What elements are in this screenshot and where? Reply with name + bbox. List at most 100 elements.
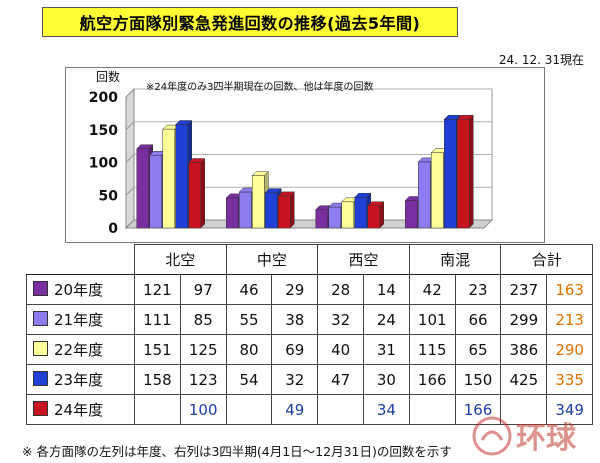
table-cell: 299: [500, 304, 548, 335]
table-cell: [134, 394, 181, 425]
bar: [162, 128, 175, 229]
bar: [175, 124, 188, 229]
legend-swatch: [33, 311, 48, 326]
row-label: 23年度: [26, 364, 135, 395]
legend-swatch: [33, 371, 48, 386]
watermark-text: 环球: [516, 421, 577, 456]
bar-chart: 0 50 100 150 200 回数 ※24年度のみ3四半期現在の回数、他は年度の回数: [65, 67, 545, 243]
table-cell: 55: [225, 304, 273, 335]
row-label: 24年度: [26, 394, 135, 425]
y-tick-label: 150: [89, 123, 118, 139]
table-cell: 65: [454, 334, 502, 365]
bar-top: [354, 192, 372, 198]
bar: [239, 191, 252, 229]
table-row: 20年度 121 97 46 29 28 14 42 23 237 163: [26, 274, 594, 305]
table-cell: 100: [179, 394, 227, 425]
table-row: 23年度 158 123 54 32 47 30 166 150 425 335: [26, 364, 594, 395]
table-cell: 335: [546, 364, 594, 395]
bar: [341, 201, 354, 229]
gridline-side: [125, 186, 135, 196]
bar: [367, 205, 380, 229]
table-cell: 29: [271, 274, 319, 305]
bar-top: [443, 115, 461, 120]
bar-top: [175, 120, 193, 125]
title-text: 航空方面隊別緊急発進回数の推移(過去5年間): [79, 14, 421, 33]
bar-side: [469, 114, 474, 229]
row-label: 22年度: [26, 334, 135, 365]
table-cell: 23: [454, 274, 502, 305]
table-cell: 425: [500, 364, 548, 395]
header-cell: 中空: [225, 244, 319, 275]
row-label: 21年度: [26, 304, 135, 335]
bar-top: [251, 171, 269, 176]
bar: [431, 152, 444, 229]
table-cell: [317, 394, 365, 425]
table-cell: 42: [408, 274, 456, 305]
table-cell: 166: [454, 394, 502, 425]
table-cell: 34: [363, 394, 410, 425]
legend-swatch: [33, 401, 48, 416]
gridline-side: [125, 121, 135, 131]
table-cell: 290: [546, 334, 594, 365]
row-label-text: 20年度: [54, 281, 104, 299]
y-tick-label: 200: [89, 90, 118, 106]
table-row: 24年度 100 49 34 166 349: [26, 394, 594, 425]
table-cell: 24: [363, 304, 410, 335]
table-cell: 158: [134, 364, 181, 395]
table-cell: 66: [454, 304, 502, 335]
table-cell: 69: [271, 334, 319, 365]
table-cell: 97: [179, 274, 227, 305]
header-cell: 南混: [408, 244, 502, 275]
table-cell: [408, 394, 456, 425]
table-cell: 111: [134, 304, 181, 335]
gridline-side: [125, 88, 135, 98]
table-cell: 31: [363, 334, 410, 365]
row-label-text: 21年度: [54, 311, 104, 329]
table-cell: 49: [271, 394, 319, 425]
bar-side: [290, 191, 295, 229]
table-cell: 151: [134, 334, 181, 365]
table-cell: 80: [225, 334, 273, 365]
table-cell: 85: [179, 304, 227, 335]
table-cell: 101: [408, 304, 456, 335]
table-cell: 163: [546, 274, 594, 305]
table-row: 22年度 151 125 80 69 40 31 115 65 386 290: [26, 334, 594, 365]
gridline-side: [125, 154, 135, 163]
bar-top: [367, 201, 385, 206]
y-tick-label: 100: [89, 156, 118, 172]
page-title: 航空方面隊別緊急発進回数の推移(過去5年間): [42, 7, 458, 37]
row-label-text: 24年度: [54, 401, 104, 419]
table-cell: 32: [271, 364, 319, 395]
table-cell: 125: [179, 334, 227, 365]
y-tick-label: 50: [99, 188, 119, 204]
bar: [354, 196, 367, 229]
bar-top: [264, 188, 282, 193]
table-cell: 349: [546, 394, 594, 425]
table-cell: 46: [225, 274, 273, 305]
bar-side: [200, 157, 205, 229]
legend-swatch: [33, 281, 48, 296]
bar: [405, 200, 418, 229]
data-table: 北空 中空 西空 南混 合計 20年度 121 97 46 29 28 14 42 23 237 1…: [26, 244, 594, 425]
bar-side: [379, 201, 384, 229]
bar-top: [188, 158, 206, 163]
bar: [149, 155, 162, 229]
table-cell: 115: [408, 334, 456, 365]
bar: [136, 148, 149, 229]
as-of-date: 24. 12. 31現在: [498, 53, 584, 67]
bar-top: [277, 191, 295, 197]
table-cell: 237: [500, 274, 548, 305]
bar: [418, 161, 431, 229]
row-label-text: 23年度: [54, 371, 104, 389]
table-cell: 32: [317, 304, 365, 335]
header-cell: 合計: [500, 244, 594, 275]
bar: [315, 209, 328, 229]
chart-note: ※24年度のみ3四半期現在の回数、他は年度の回数: [146, 80, 373, 93]
bar: [265, 192, 278, 229]
bar: [188, 162, 201, 229]
table-cell: 386: [500, 334, 548, 365]
bar-top: [136, 144, 154, 149]
footnote: ※ 各方面隊の左列は年度、右列は3四半期(4月1日〜12月31日)の回数を示す: [22, 444, 452, 459]
chart-svg: 0 50 100 150 200 回数 ※24年度のみ3四半期現在の回数、他は年度の回数: [89, 69, 494, 237]
table-header-row: 北空 中空 西空 南混 合計: [26, 244, 594, 275]
